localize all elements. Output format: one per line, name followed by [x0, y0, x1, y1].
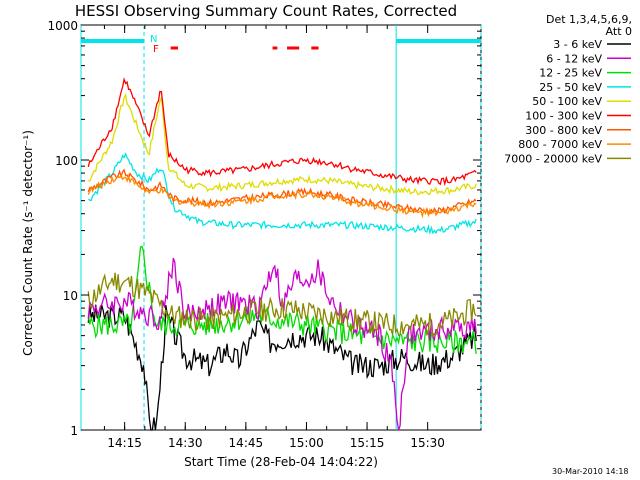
flag-label: F — [153, 44, 159, 55]
x-axis-ticks: 14:15 14:30 14:45 15:00 15:15 15:30 — [103, 25, 445, 450]
legend-entry-label: 100 - 300 keV — [525, 110, 602, 123]
y-tick-label: 10 — [63, 289, 78, 303]
chart-title: HESSI Observing Summary Count Rates, Cor… — [75, 2, 457, 20]
series-line — [88, 92, 477, 196]
x-tick-label: 15:30 — [410, 436, 445, 450]
footer-timestamp: 30-Mar-2010 14:18 — [552, 467, 629, 476]
legend-entry-label: 25 - 50 keV — [539, 81, 602, 94]
y-tick-label: 100 — [55, 154, 78, 168]
legend-entry-label: 6 - 12 keV — [546, 52, 602, 65]
series-line — [87, 77, 477, 187]
legend-entry-label: 7000 - 20000 keV — [504, 152, 602, 165]
y-axis-ticks: 1 10 100 1000 — [47, 19, 481, 438]
x-tick-label: 15:15 — [350, 436, 385, 450]
series-line — [87, 173, 477, 219]
legend-header: Att 0 — [606, 25, 632, 38]
flag-label: N — [150, 34, 157, 45]
legend-entry-label: 3 - 6 keV — [553, 38, 602, 51]
series-line — [87, 168, 477, 215]
x-tick-label: 14:45 — [229, 436, 264, 450]
legend-entry-label: 800 - 7000 keV — [518, 138, 602, 151]
series-line — [87, 272, 477, 338]
x-tick-label: 14:30 — [168, 436, 203, 450]
y-tick-label: 1000 — [47, 19, 78, 33]
x-tick-label: 14:15 — [107, 436, 142, 450]
y-axis-label: Corrected Count Rate (s⁻¹ detector⁻¹) — [21, 130, 35, 356]
legend-entry-label: 12 - 25 keV — [539, 67, 602, 80]
legend-entry-label: 50 - 100 keV — [532, 95, 602, 108]
legend-entry-label: 300 - 800 keV — [525, 124, 602, 137]
series-line — [87, 304, 477, 431]
x-axis-label: Start Time (28-Feb-04 14:04:22) — [184, 455, 378, 469]
series-line — [87, 152, 477, 236]
legend-header: Det 1,3,4,5,6,9, — [546, 13, 632, 26]
y-tick-label: 1 — [70, 424, 78, 438]
plot-area: NF — [80, 24, 482, 431]
x-tick-label: 15:00 — [289, 436, 324, 450]
